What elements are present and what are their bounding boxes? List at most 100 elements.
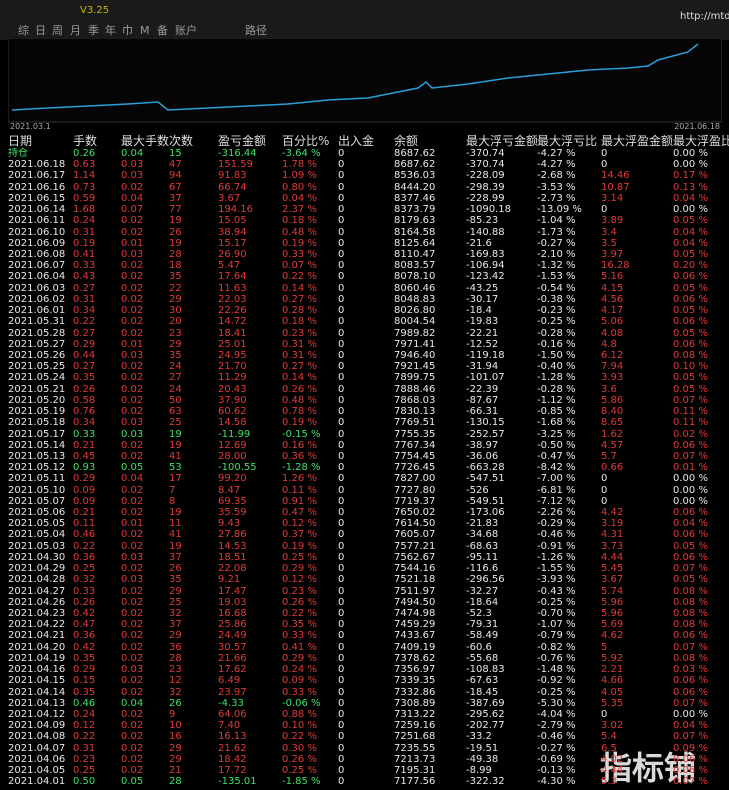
table-cell: 0.80 % bbox=[282, 181, 317, 193]
toolbar-item[interactable]: 综 bbox=[18, 24, 29, 37]
column-header: 出入金 bbox=[338, 134, 375, 148]
table-cell: 0.02 bbox=[121, 316, 144, 328]
table-cell: 2021.04.13 bbox=[8, 697, 66, 709]
table-cell: 2021.04.27 bbox=[8, 585, 66, 597]
table-cell: 22 bbox=[169, 282, 182, 294]
toolbar-item[interactable]: 年 bbox=[105, 24, 116, 37]
table-cell: 0.18 % bbox=[282, 215, 317, 227]
table-cell: 4.08 bbox=[601, 327, 624, 339]
table-cell: 28 bbox=[169, 776, 182, 788]
toolbar-item[interactable]: 周 bbox=[52, 24, 63, 37]
table-cell: 0.06 % bbox=[673, 293, 708, 305]
table-cell: 2021.04.22 bbox=[8, 619, 66, 631]
table-cell: 2021.05.04 bbox=[8, 529, 66, 541]
table-cell: 0.27 bbox=[73, 282, 96, 294]
table-cell: 0.31 bbox=[73, 293, 96, 305]
table-cell: 0.78 % bbox=[282, 406, 317, 418]
table-cell: -43.25 bbox=[466, 282, 499, 294]
toolbar-item[interactable]: 季 bbox=[88, 24, 99, 37]
table-cell: 0.09 % bbox=[673, 742, 708, 754]
table-cell: 0.08 % bbox=[673, 596, 708, 608]
table-cell: -38.97 bbox=[466, 439, 499, 451]
table-cell: 0.02 bbox=[121, 327, 144, 339]
chart-start: 2021.03.1 bbox=[10, 122, 51, 131]
table-cell: 0.46 bbox=[73, 529, 96, 541]
toolbar-item[interactable]: 账户 bbox=[175, 24, 197, 37]
table-cell: 0.29 bbox=[73, 338, 96, 350]
table-cell: 0.03 bbox=[121, 417, 144, 429]
table-cell: 0.42 bbox=[73, 641, 96, 653]
table-cell: -169.83 bbox=[466, 248, 505, 260]
table-cell: 29 bbox=[169, 585, 182, 597]
table-cell: -19.51 bbox=[466, 742, 499, 754]
table-cell: 66.74 bbox=[218, 181, 247, 193]
table-cell: -36.06 bbox=[466, 450, 499, 462]
table-cell: 7726.45 bbox=[394, 462, 436, 474]
toolbar-item[interactable]: 日 bbox=[35, 24, 46, 37]
table-cell: 7650.02 bbox=[394, 507, 436, 519]
table-cell: 0.02 bbox=[121, 585, 144, 597]
table-cell: 2021.05.03 bbox=[8, 540, 66, 552]
table-cell: 7989.82 bbox=[394, 327, 436, 339]
table-cell: 0.31 bbox=[73, 742, 96, 754]
table-cell: -0.92 % bbox=[537, 675, 576, 687]
toolbar-item[interactable]: M bbox=[140, 24, 150, 37]
table-cell: -1.32 % bbox=[537, 260, 576, 272]
table-cell: 0 bbox=[338, 697, 345, 709]
table-cell: 0 bbox=[338, 282, 345, 294]
table-cell: 2021.05.12 bbox=[8, 462, 66, 474]
table-cell: 8373.79 bbox=[394, 204, 436, 216]
column-header: 最大浮盈金额 bbox=[601, 134, 673, 148]
table-cell: -1.28 % bbox=[282, 462, 321, 474]
table-cell: -1.07 % bbox=[537, 619, 576, 631]
table-cell: 8536.03 bbox=[394, 170, 436, 182]
table-cell: 17.64 bbox=[218, 271, 247, 283]
table-cell: 0 bbox=[338, 148, 345, 159]
table-cell: 0.35 bbox=[73, 686, 96, 698]
table-cell: 3.19 bbox=[601, 518, 624, 530]
table-cell: 0 bbox=[338, 742, 345, 754]
table-cell: -119.18 bbox=[466, 349, 505, 361]
table-cell: 0.50 bbox=[73, 776, 96, 788]
table-cell: -2.79 % bbox=[537, 720, 576, 732]
table-cell: 0.06 % bbox=[673, 316, 708, 328]
table-cell: 7.94 bbox=[601, 361, 624, 373]
toolbar-item[interactable]: 路径 bbox=[245, 24, 267, 37]
table-cell: 0.07 % bbox=[673, 563, 708, 575]
table-cell: 0.31 bbox=[73, 226, 96, 238]
table-cell: 4.66 bbox=[601, 675, 624, 687]
table-cell: -549.51 bbox=[466, 495, 505, 507]
table-cell: 16.28 bbox=[601, 260, 630, 272]
table-cell: -370.74 bbox=[466, 148, 505, 159]
table-cell: 0.06 % bbox=[673, 507, 708, 519]
toolbar-item[interactable]: 月 bbox=[70, 24, 81, 37]
table-cell: 5.96 bbox=[601, 608, 624, 620]
table-cell: -0.38 % bbox=[537, 293, 576, 305]
table-cell: 19 bbox=[169, 237, 182, 249]
table-cell: 0.91 % bbox=[282, 495, 317, 507]
toolbar-item[interactable]: 备 bbox=[157, 24, 168, 37]
table-cell: -663.28 bbox=[466, 462, 505, 474]
table-cell: 0.31 % bbox=[282, 338, 317, 350]
table-cell: 0.02 bbox=[121, 484, 144, 496]
table-cell: 0.02 bbox=[121, 181, 144, 193]
table-cell: 0.09 % bbox=[282, 675, 317, 687]
table-cell: 0.02 bbox=[121, 686, 144, 698]
table-cell: 0.27 bbox=[73, 327, 96, 339]
table-cell: 0.13 % bbox=[673, 181, 708, 193]
table-cell: 0.37 % bbox=[282, 529, 317, 541]
toolbar-item[interactable]: 巾 bbox=[122, 24, 133, 37]
table-cell: 20 bbox=[169, 316, 182, 328]
table-cell: 47 bbox=[169, 159, 182, 171]
table-cell: 0.04 % bbox=[673, 226, 708, 238]
table-cell: 9 bbox=[169, 709, 176, 720]
table-cell: 0.02 bbox=[121, 652, 144, 664]
table-cell: 12.69 bbox=[218, 439, 247, 451]
table-cell: 0 bbox=[338, 462, 345, 474]
table-cell: -4.04 % bbox=[537, 709, 576, 720]
table-cell: 0.04 % bbox=[673, 720, 708, 732]
table-cell: 0.02 bbox=[121, 361, 144, 373]
table-cell: 7378.62 bbox=[394, 652, 436, 664]
table-cell: 7494.50 bbox=[394, 596, 436, 608]
table-cell: 0 bbox=[338, 720, 345, 732]
